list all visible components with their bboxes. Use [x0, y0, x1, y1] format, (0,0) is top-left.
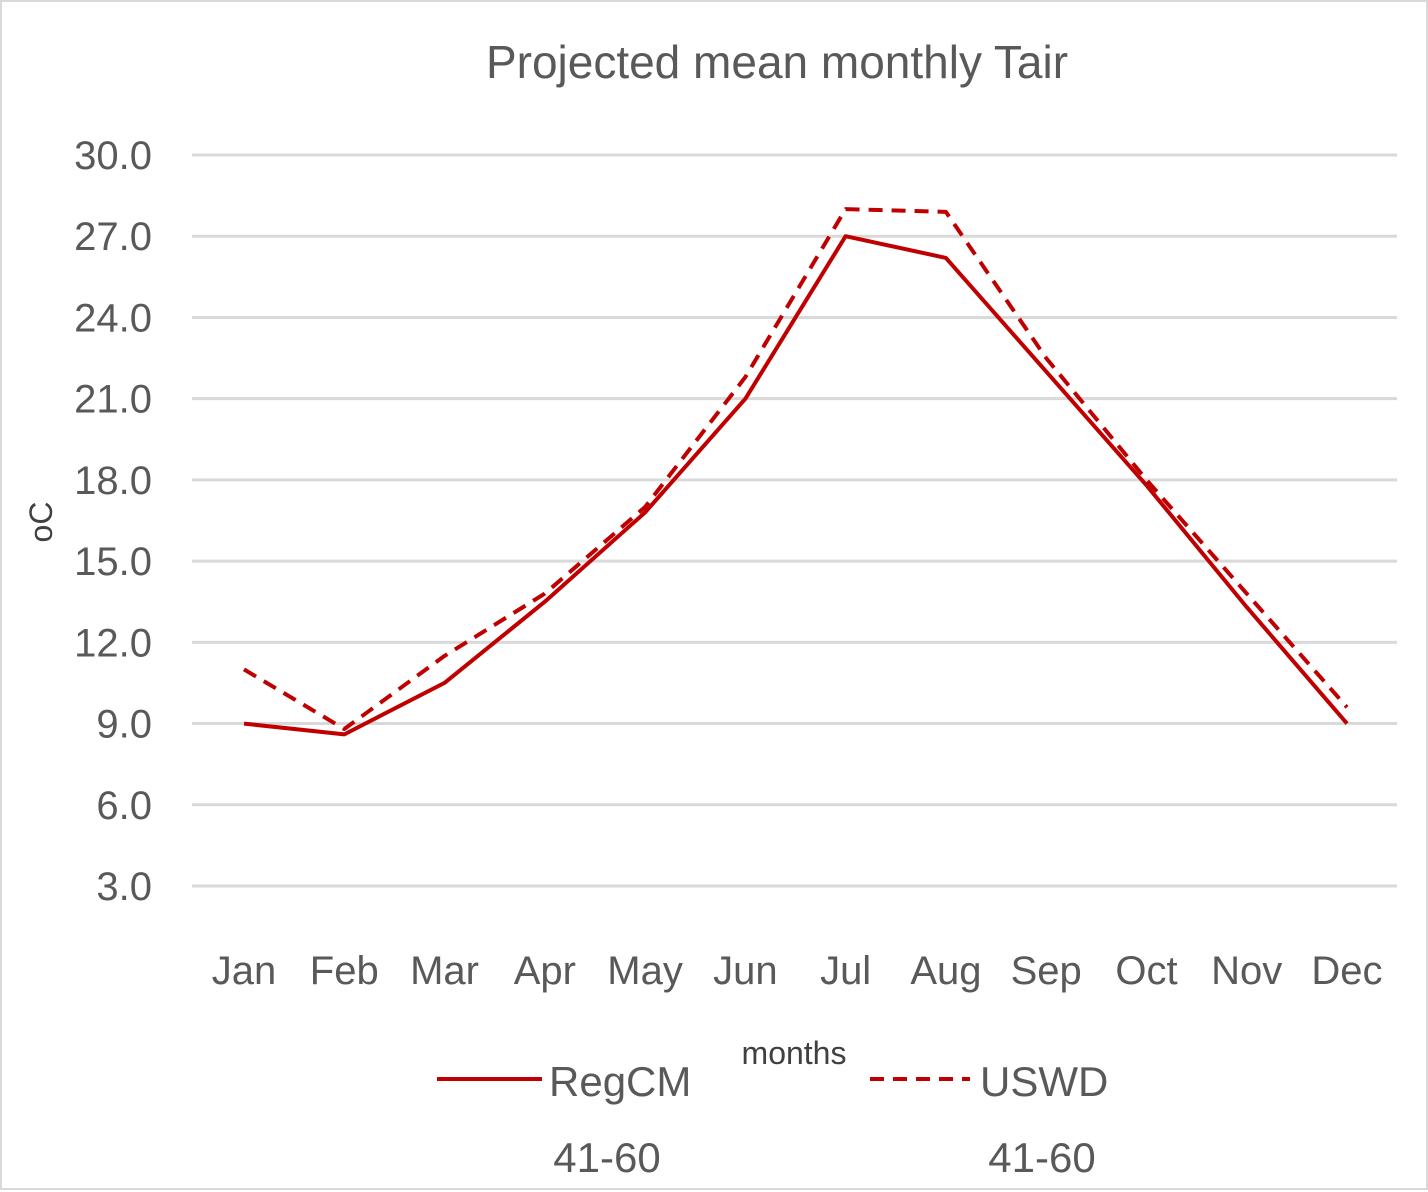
- legend-label-period: 41-60: [553, 1134, 660, 1181]
- x-tick-label: Aug: [910, 949, 981, 993]
- data-point: [1044, 370, 1048, 374]
- data-point: [342, 727, 346, 731]
- series-line-uswd: [242, 207, 1349, 731]
- x-tick-label: Feb: [310, 949, 379, 993]
- series-line-regcm: [243, 234, 1349, 737]
- data-point: [1345, 705, 1349, 709]
- y-tick-label: 21.0: [74, 378, 152, 422]
- series-lines: [242, 207, 1349, 737]
- data-point: [743, 375, 747, 379]
- legend-label-period: 41-60: [988, 1134, 1095, 1181]
- y-tick-label: 15.0: [74, 540, 152, 584]
- legend: RegCM 41-60 USWD 41-60: [437, 1058, 1108, 1181]
- y-axis-ticks: 30.0 27.0 24.0 21.0 18.0 15.0 12.0 9.0 6.0 3.0: [74, 134, 152, 909]
- data-point: [342, 732, 346, 736]
- y-tick-label: 12.0: [74, 621, 152, 665]
- data-point: [1345, 722, 1349, 726]
- data-point: [743, 397, 747, 401]
- x-tick-label: Jun: [713, 949, 778, 993]
- y-tick-label: 6.0: [96, 784, 152, 828]
- data-point: [443, 654, 447, 658]
- y-tick-label: 3.0: [96, 865, 152, 909]
- data-point: [1245, 605, 1249, 609]
- data-point: [844, 207, 848, 211]
- x-tick-label: Jan: [212, 949, 277, 993]
- x-tick-label: Sep: [1011, 949, 1082, 993]
- x-tick-label: Apr: [514, 949, 576, 993]
- data-point: [1044, 356, 1048, 360]
- x-axis-title: months: [742, 1035, 847, 1071]
- x-tick-label: Oct: [1115, 949, 1177, 993]
- x-axis-ticks: Jan Feb Mar Apr May Jun Jul Aug Sep Oct Nov Dec: [212, 949, 1383, 993]
- legend-label: RegCM: [549, 1058, 691, 1105]
- data-point: [242, 667, 246, 671]
- y-tick-label: 9.0: [96, 703, 152, 747]
- y-axis-title: oC: [23, 502, 59, 543]
- data-point: [844, 234, 848, 238]
- data-point: [1144, 478, 1148, 482]
- data-point: [1245, 592, 1249, 596]
- y-tick-label: 27.0: [74, 215, 152, 259]
- x-tick-label: Nov: [1211, 949, 1282, 993]
- y-tick-label: 30.0: [74, 134, 152, 178]
- x-tick-label: May: [607, 949, 683, 993]
- x-tick-label: Mar: [410, 949, 479, 993]
- x-tick-label: Jul: [820, 949, 871, 993]
- y-tick-label: 18.0: [74, 459, 152, 503]
- gridlines: [192, 153, 1397, 888]
- y-tick-label: 24.0: [74, 296, 152, 340]
- x-tick-label: Dec: [1311, 949, 1382, 993]
- data-point: [543, 600, 547, 604]
- data-point: [944, 210, 948, 214]
- data-point: [643, 510, 647, 514]
- data-point: [242, 722, 246, 726]
- data-point: [944, 256, 948, 260]
- data-point: [643, 505, 647, 509]
- data-point: [543, 592, 547, 596]
- legend-label: USWD: [980, 1058, 1108, 1105]
- data-point: [443, 681, 447, 685]
- chart-title: Projected mean monthly Tair: [486, 36, 1068, 88]
